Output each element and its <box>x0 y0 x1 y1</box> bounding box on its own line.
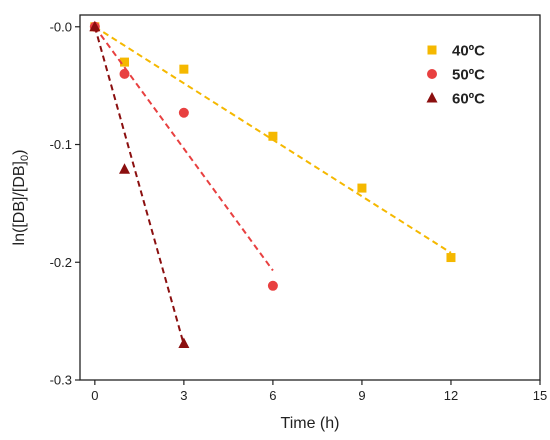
y-tick-label: -0.3 <box>50 373 72 388</box>
data-point-square <box>357 183 367 193</box>
data-point-square <box>120 57 130 67</box>
data-point-circle <box>178 107 189 118</box>
y-axis-title: ln([DB]/[DB]0) <box>11 150 31 246</box>
y-axis-title-main: ln([DB]/[DB] <box>11 161 28 245</box>
fit-line-circle <box>94 26 274 272</box>
x-tick-label: 6 <box>269 388 276 403</box>
legend-marker-circle <box>427 69 437 79</box>
data-point-triangle <box>119 163 131 174</box>
y-axis-title-subscript: 0 <box>19 155 31 161</box>
data-point-circle <box>119 68 130 79</box>
data-point-circle <box>267 280 278 291</box>
legend-label: 50ºC <box>452 67 485 84</box>
legend-label: 40ºC <box>452 43 485 60</box>
y-axis: -0.0 -0.1 -0.2 -0.3 <box>50 19 80 388</box>
x-tick-label: 12 <box>444 388 458 403</box>
legend-marker-square <box>427 45 437 55</box>
plot-marks <box>89 20 456 348</box>
data-point-triangle <box>178 337 190 348</box>
data-point-square <box>268 131 278 141</box>
x-tick-label: 15 <box>533 388 547 403</box>
y-tick-label: -0.1 <box>50 137 72 152</box>
x-tick-label: 0 <box>91 388 98 403</box>
fit-line-triangle <box>93 26 185 345</box>
plot-frame <box>79 14 541 381</box>
y-tick-label: -0.0 <box>50 19 72 34</box>
legend-label: 60ºC <box>452 91 485 108</box>
y-tick-label: -0.2 <box>50 255 72 270</box>
legend: 40ºC 50ºC 60ºC <box>426 43 485 108</box>
data-point-square <box>179 64 189 74</box>
legend-marker-triangle <box>426 92 438 103</box>
x-axis: 0 3 6 9 12 15 <box>91 380 547 403</box>
data-point-square <box>446 253 456 263</box>
data-point-triangle <box>89 20 101 32</box>
x-tick-label: 3 <box>180 388 187 403</box>
y-axis-title-end: ) <box>11 150 28 155</box>
x-tick-label: 9 <box>358 388 365 403</box>
x-axis-title: Time (h) <box>281 415 340 432</box>
